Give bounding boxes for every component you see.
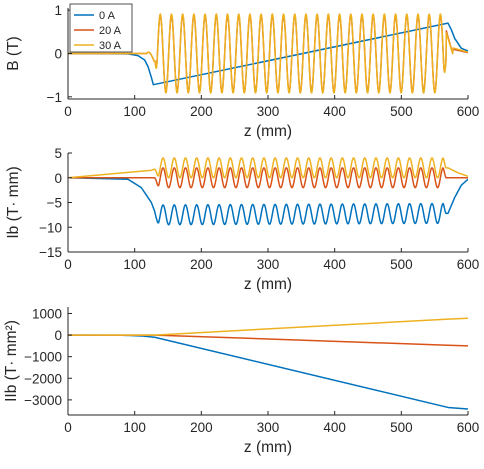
y-tick-label: −1000 — [24, 350, 62, 365]
legend-label: 20 A — [99, 25, 122, 37]
x-axis-label: z (mm) — [244, 123, 292, 140]
x-tick-label: 500 — [390, 104, 413, 119]
series-line-0a — [68, 177, 468, 226]
y-tick-label: −10 — [39, 220, 62, 235]
x-tick-label: 400 — [323, 420, 346, 435]
legend-label: 30 A — [99, 40, 122, 52]
x-tick-label: 300 — [257, 257, 280, 272]
y-tick-label: −15 — [39, 245, 62, 260]
x-tick-label: 500 — [390, 257, 413, 272]
y-tick-label: −2000 — [24, 371, 62, 386]
x-tick-label: 200 — [190, 257, 213, 272]
x-tick-label: 200 — [190, 104, 213, 119]
x-axis-label: z (mm) — [244, 276, 292, 293]
series-line-30a — [68, 13, 468, 94]
x-tick-label: 400 — [323, 257, 346, 272]
series-line-20a — [68, 334, 468, 347]
y-tick-label: −1 — [47, 90, 62, 105]
legend: 0 A 20 A 30 A — [69, 3, 133, 53]
x-tick-label: 100 — [123, 104, 146, 119]
y-axis-label: Ib (T· mm) — [5, 166, 22, 238]
subplot-2: 0 100 200 300 400 500 600 −15 −10 −5 0 5 z (mm) Ib (T… — [5, 146, 479, 293]
x-tick-label: 600 — [457, 104, 480, 119]
y-tick-label: −3000 — [24, 393, 62, 408]
x-tick-label: 600 — [457, 257, 480, 272]
y-axis-label: B (T) — [5, 36, 22, 70]
y-tick-label: 0 — [54, 328, 62, 343]
x-tick-label: 300 — [257, 420, 280, 435]
y-tick-label: 0 — [54, 171, 62, 186]
x-axis-label: z (mm) — [244, 439, 292, 456]
x-tick-label: 0 — [64, 420, 72, 435]
y-tick-label: 1 — [54, 3, 62, 18]
series-line-30a — [68, 317, 468, 336]
x-tick-label: 0 — [64, 104, 72, 119]
y-axis-label: IIb (T· mm²) — [3, 320, 20, 402]
x-tick-label: 200 — [190, 420, 213, 435]
subplot-3: 0 100 200 300 400 500 600 −3000 −2000 −1000 0 1000 z… — [3, 306, 479, 456]
y-tick-label: −5 — [47, 196, 62, 211]
x-tick-label: 300 — [257, 104, 280, 119]
series-line-30a — [68, 157, 468, 179]
series-group — [68, 157, 468, 226]
series-line-0a — [68, 334, 468, 410]
x-tick-label: 600 — [457, 420, 480, 435]
x-tick-label: 100 — [123, 257, 146, 272]
legend-box — [69, 3, 133, 53]
legend-label: 0 A — [99, 10, 116, 22]
y-tick-label: 5 — [54, 146, 62, 161]
x-tick-label: 100 — [123, 420, 146, 435]
x-tick-label: 0 — [64, 257, 72, 272]
x-tick-label: 500 — [390, 420, 413, 435]
series-line-20a — [68, 167, 468, 189]
series-line-0a — [68, 22, 468, 86]
x-tick-label: 400 — [323, 104, 346, 119]
y-tick-label: 0 — [54, 47, 62, 62]
y-tick-label: 1000 — [32, 306, 62, 321]
series-group — [68, 317, 468, 410]
series-group — [68, 13, 468, 94]
